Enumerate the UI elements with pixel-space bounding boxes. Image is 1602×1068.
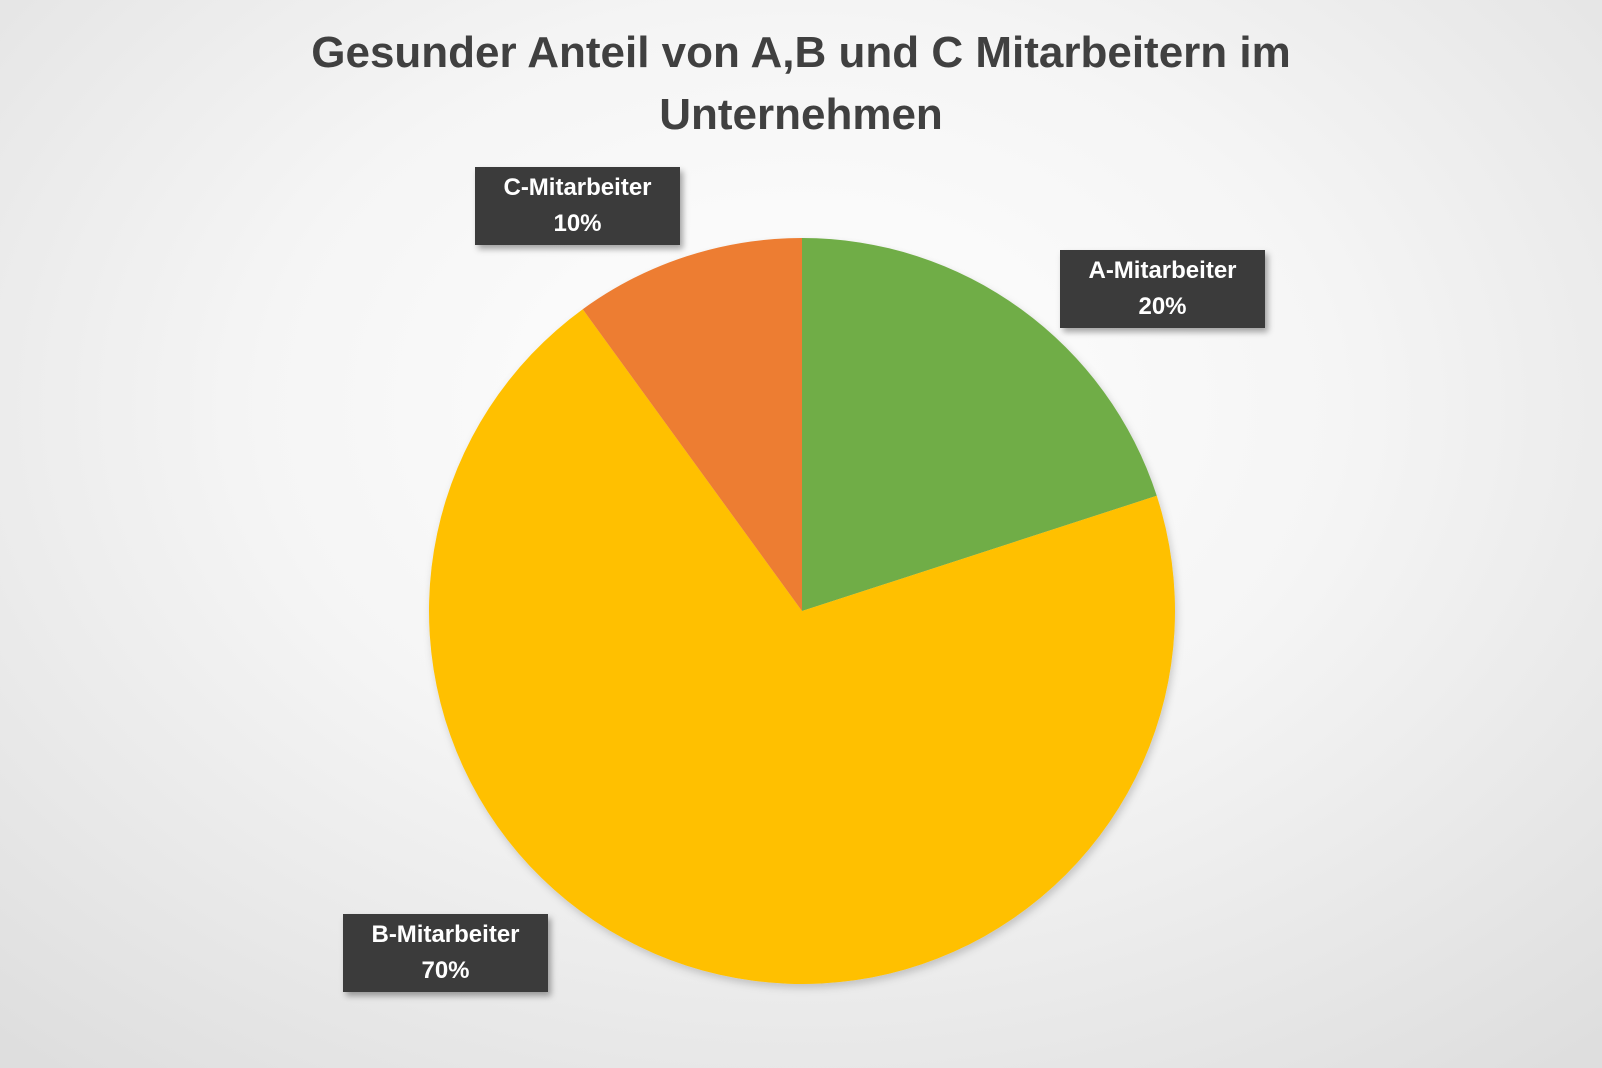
data-label-b-name: B-Mitarbeiter: [371, 921, 520, 948]
chart-title-line-2: Unternehmen: [659, 90, 943, 139]
data-label-a-name: A-Mitarbeiter: [1088, 257, 1237, 284]
data-label-b-mitarbeiter: B-Mitarbeiter 70%: [343, 914, 548, 992]
data-label-c-mitarbeiter: C-Mitarbeiter 10%: [475, 167, 680, 245]
pie-slice-c-mitarbeiter: [582, 238, 802, 611]
data-label-a-mitarbeiter: A-Mitarbeiter 20%: [1060, 250, 1265, 328]
data-label-a-percent: 20%: [1138, 293, 1187, 320]
chart-title: Gesunder Anteil von A,B und C Mitarbeite…: [0, 22, 1602, 146]
data-label-c-name: C-Mitarbeiter: [503, 174, 652, 201]
data-label-c-percent: 10%: [553, 210, 602, 237]
pie-slice-b-mitarbeiter: [429, 309, 1176, 985]
pie-slices: [429, 238, 1176, 985]
pie-slice-a-mitarbeiter: [802, 238, 1157, 611]
chart-title-line-1: Gesunder Anteil von A,B und C Mitarbeite…: [311, 28, 1291, 77]
data-label-b-percent: 70%: [421, 957, 470, 984]
